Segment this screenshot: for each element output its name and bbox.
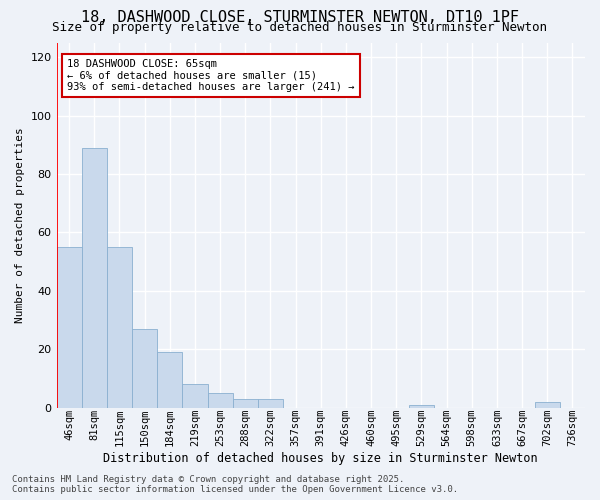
- Bar: [132, 328, 157, 407]
- Bar: [208, 393, 233, 407]
- Bar: [82, 148, 107, 408]
- Bar: [56, 247, 82, 408]
- Text: Size of property relative to detached houses in Sturminster Newton: Size of property relative to detached ho…: [53, 22, 548, 35]
- Bar: [182, 384, 208, 407]
- X-axis label: Distribution of detached houses by size in Sturminster Newton: Distribution of detached houses by size …: [103, 452, 538, 465]
- Bar: [535, 402, 560, 407]
- Text: Contains HM Land Registry data © Crown copyright and database right 2025.
Contai: Contains HM Land Registry data © Crown c…: [12, 474, 458, 494]
- Bar: [258, 399, 283, 407]
- Bar: [409, 404, 434, 407]
- Bar: [157, 352, 182, 408]
- Text: 18, DASHWOOD CLOSE, STURMINSTER NEWTON, DT10 1PF: 18, DASHWOOD CLOSE, STURMINSTER NEWTON, …: [81, 10, 519, 25]
- Text: 18 DASHWOOD CLOSE: 65sqm
← 6% of detached houses are smaller (15)
93% of semi-de: 18 DASHWOOD CLOSE: 65sqm ← 6% of detache…: [67, 59, 355, 92]
- Bar: [107, 247, 132, 408]
- Bar: [233, 399, 258, 407]
- Y-axis label: Number of detached properties: Number of detached properties: [15, 127, 25, 323]
